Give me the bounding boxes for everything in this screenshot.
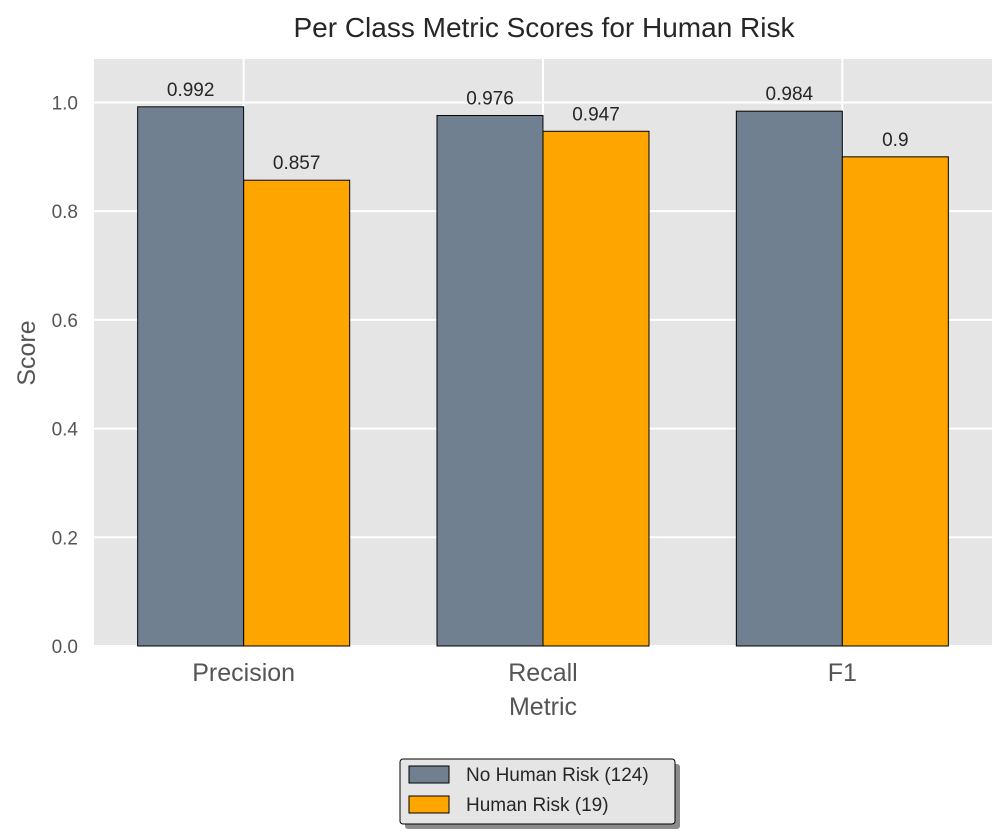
bar-value-label: 0.984 [766,84,814,105]
bar [436,115,544,647]
bar [841,156,949,647]
y-tick-label: 0.4 [52,420,79,441]
legend-swatch [408,765,450,784]
bar [542,130,650,647]
bar [243,179,351,647]
bar-group: 0.992 0.857 0.976 0.947 0.984 0.9 [137,80,949,647]
bar-value-label: 0.992 [167,80,215,101]
bar-value-label: 0.947 [572,104,620,125]
x-tick-labels: Precision Recall F1 [192,659,857,687]
x-axis-label: Metric [509,693,577,721]
x-tick-label: F1 [828,659,857,687]
x-tick-label: Recall [508,659,577,687]
y-axis-label: Score [13,320,41,385]
bar-value-label: 0.857 [273,153,321,174]
y-tick-label: 0.8 [52,202,78,223]
y-tick-labels: 0.0 0.2 0.4 0.6 0.8 1.0 [52,93,79,658]
legend-swatch [408,795,450,814]
bar-value-label: 0.976 [466,89,514,110]
legend-label: Human Risk (19) [466,795,609,816]
x-tick-label: Precision [192,659,295,687]
y-tick-label: 1.0 [52,93,78,114]
legend: No Human Risk (124) Human Risk (19) [399,758,680,829]
legend-label: No Human Risk (124) [466,765,649,786]
legend-box [399,758,676,825]
bar-value-label: 0.9 [882,130,908,151]
y-tick-label: 0.6 [52,311,78,332]
bar [137,106,245,647]
bar [735,110,843,647]
y-tick-label: 0.0 [52,637,78,658]
y-tick-label: 0.2 [52,528,78,549]
chart-title: Per Class Metric Scores for Human Risk [293,12,795,43]
